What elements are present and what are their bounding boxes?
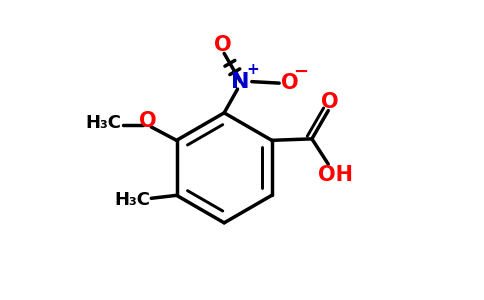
Text: OH: OH xyxy=(318,165,353,185)
Text: −: − xyxy=(293,63,308,81)
Text: H₃C: H₃C xyxy=(86,114,122,132)
Text: N: N xyxy=(231,72,250,92)
Text: O: O xyxy=(214,35,231,55)
Text: O: O xyxy=(321,92,338,112)
Text: +: + xyxy=(247,62,259,77)
Text: H₃C: H₃C xyxy=(114,191,150,209)
Text: O: O xyxy=(281,73,298,93)
Text: O: O xyxy=(139,111,157,131)
